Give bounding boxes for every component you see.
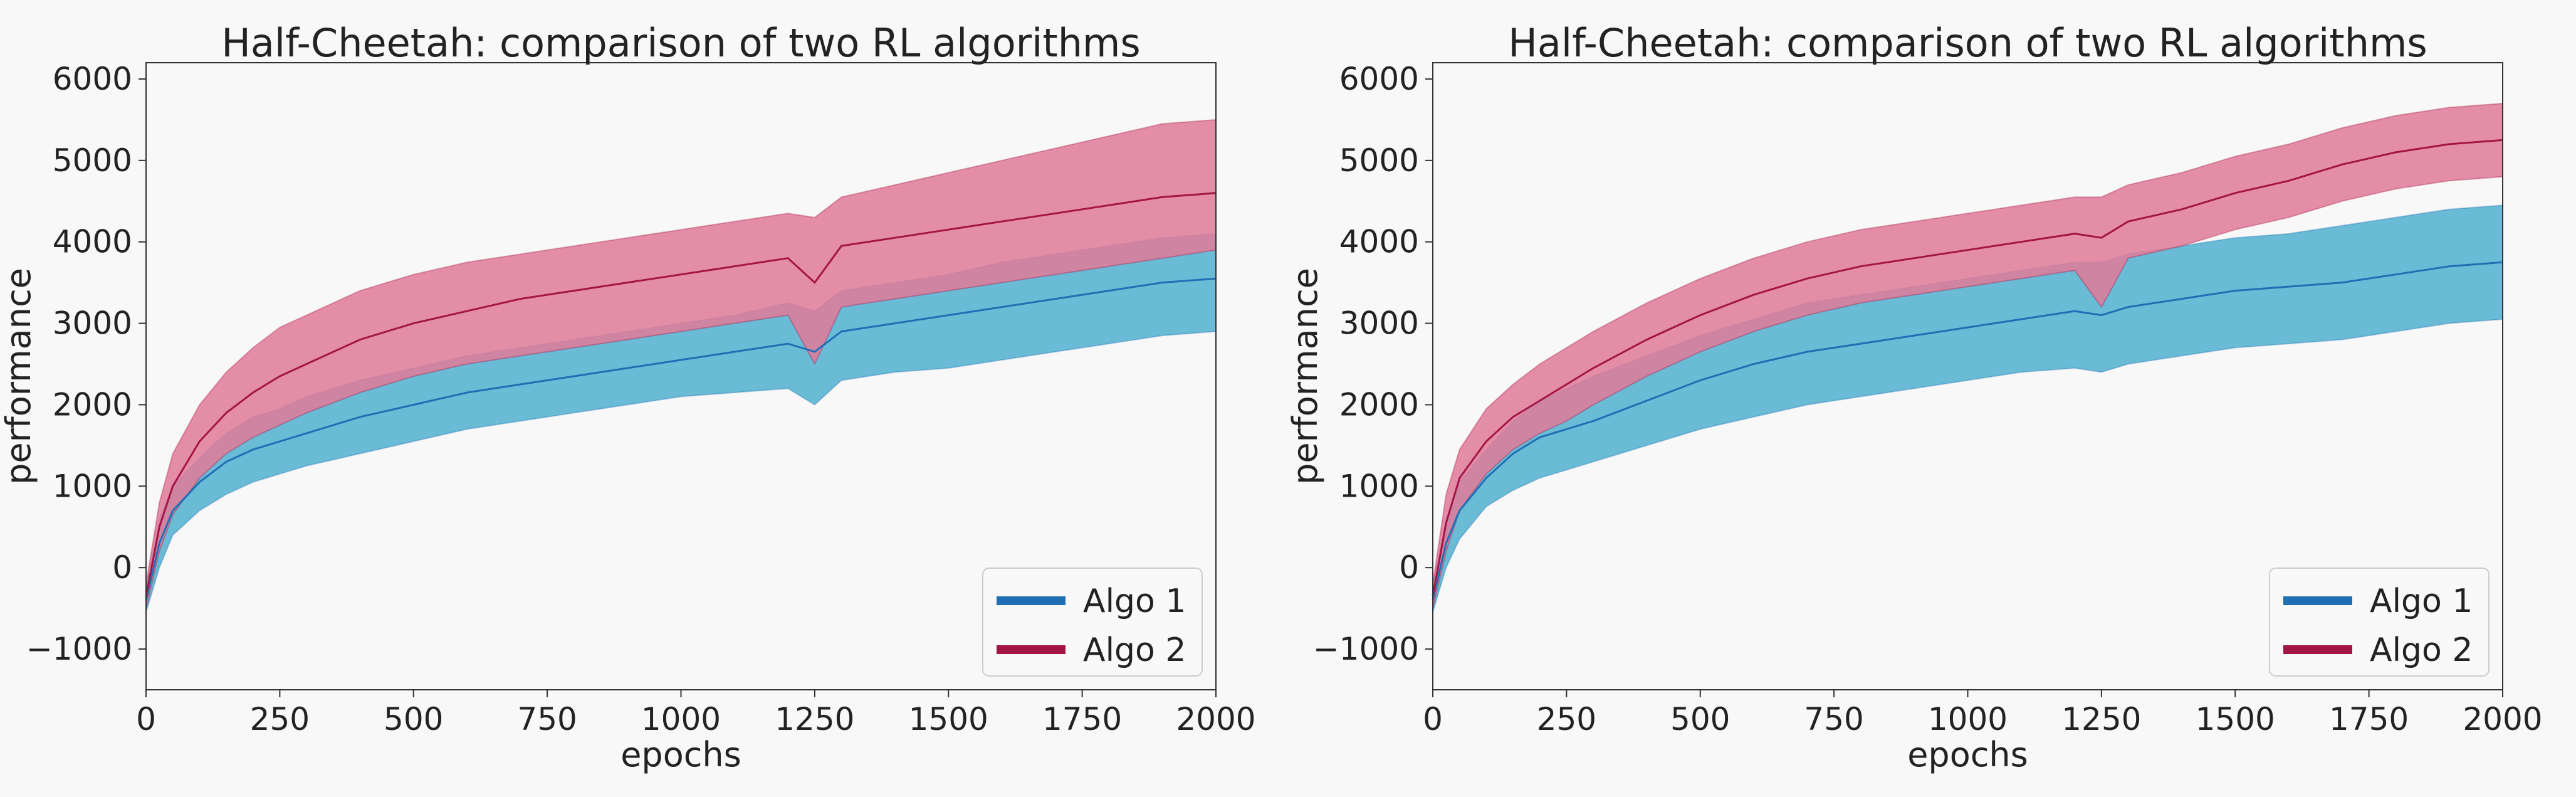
y-tick-label: 6000 [1339, 61, 1419, 97]
x-tick-label: 750 [517, 701, 577, 737]
y-tick-label: 4000 [1339, 224, 1419, 260]
legend-label-1: Algo 1 [1083, 583, 1186, 620]
x-tick-label: 1750 [2329, 701, 2409, 737]
legend: Algo 1 Algo 2 [2269, 567, 2490, 677]
x-tick-label: 1000 [641, 701, 721, 737]
x-tick-label: 1000 [1928, 701, 2008, 737]
y-tick-label: 3000 [1339, 305, 1419, 342]
y-tick-label: 1000 [1339, 468, 1419, 504]
x-tick-label: 2000 [2463, 701, 2542, 737]
y-tick-label: 3000 [53, 305, 132, 342]
legend-label-1: Algo 1 [2370, 583, 2473, 620]
x-tick-label: 1500 [2196, 701, 2275, 737]
y-tick-label: 5000 [1339, 142, 1419, 179]
y-tick-label: 0 [112, 549, 132, 586]
y-tick-label: 2000 [1339, 386, 1419, 423]
legend-label-2: Algo 2 [2370, 631, 2473, 669]
x-tick-label: 1250 [2061, 701, 2141, 737]
series-line-1 [1432, 261, 2503, 601]
series-line-2 [1432, 139, 2503, 596]
x-tick-label: 2000 [1176, 701, 1255, 737]
x-tick-label: 500 [384, 701, 443, 737]
legend: Algo 1 Algo 2 [982, 567, 1203, 677]
x-tick-label: 0 [136, 701, 156, 737]
x-tick-label: 1750 [1042, 701, 1122, 737]
x-tick-label: 1500 [909, 701, 988, 737]
series-line-2 [145, 192, 1217, 596]
chart-left: 0 250 500 750 1000 1250 1500 1750 2000−100001000… [0, 20, 1256, 774]
y-tick-label: 6000 [53, 61, 132, 97]
y-tick-label: −1000 [26, 631, 132, 667]
x-tick-label: 0 [1423, 701, 1443, 737]
x-tick-label: 750 [1804, 701, 1863, 737]
y-axis-label: performance [1285, 268, 1325, 485]
chart-title: Half-Cheetah: comparison of two RL algor… [1508, 20, 2427, 66]
x-axis-label: epochs [1907, 735, 2028, 774]
legend-label-2: Algo 2 [1083, 631, 1186, 669]
y-tick-label: −1000 [1313, 631, 1419, 667]
chart-title: Half-Cheetah: comparison of two RL algor… [221, 20, 1140, 66]
y-tick-label: 0 [1399, 549, 1419, 586]
x-tick-label: 1250 [775, 701, 854, 737]
x-tick-label: 250 [250, 701, 310, 737]
x-tick-label: 250 [1537, 701, 1596, 737]
y-tick-label: 1000 [53, 468, 132, 504]
y-axis-label: performance [0, 268, 38, 485]
x-axis-label: epochs [620, 735, 741, 774]
series-line-1 [145, 277, 1217, 601]
y-tick-label: 4000 [53, 224, 132, 260]
y-tick-label: 2000 [53, 386, 132, 423]
chart-right: 0 250 500 750 1000 1250 1500 1750 2000−100001000… [1285, 20, 2543, 774]
x-tick-label: 500 [1670, 701, 1730, 737]
y-tick-label: 5000 [53, 142, 132, 179]
